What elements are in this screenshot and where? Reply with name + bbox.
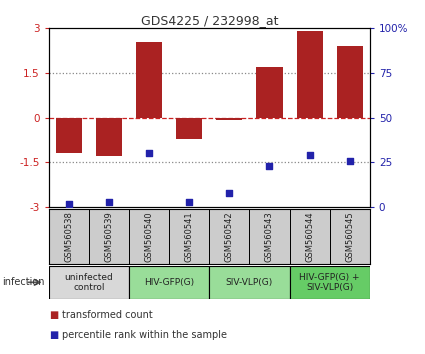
Text: HIV-GFP(G): HIV-GFP(G)	[144, 278, 194, 287]
Text: GSM560543: GSM560543	[265, 211, 274, 262]
Bar	[330, 209, 370, 264]
Bar	[49, 266, 129, 299]
Text: GSM560539: GSM560539	[105, 211, 113, 262]
Text: percentile rank within the sample: percentile rank within the sample	[62, 330, 227, 339]
Text: uninfected
control: uninfected control	[65, 273, 113, 292]
Bar	[209, 209, 249, 264]
Point	[266, 163, 273, 169]
Text: ■: ■	[49, 330, 58, 339]
Bar	[289, 266, 370, 299]
Bar	[337, 46, 363, 118]
Text: transformed count: transformed count	[62, 310, 153, 320]
Bar	[136, 42, 162, 118]
Bar	[89, 209, 129, 264]
Bar	[129, 209, 169, 264]
Text: GSM560538: GSM560538	[65, 211, 74, 262]
Bar	[169, 209, 209, 264]
Point	[146, 151, 153, 156]
Point	[306, 153, 313, 158]
Bar	[209, 266, 289, 299]
Point	[65, 201, 72, 206]
Point	[346, 158, 353, 164]
Point	[226, 190, 233, 196]
Bar	[249, 209, 289, 264]
Bar	[297, 31, 323, 118]
Bar	[176, 118, 202, 138]
Title: GDS4225 / 232998_at: GDS4225 / 232998_at	[141, 14, 278, 27]
Bar	[56, 118, 82, 154]
Text: GSM560540: GSM560540	[144, 211, 154, 262]
Text: SIV-VLP(G): SIV-VLP(G)	[226, 278, 273, 287]
Bar	[289, 209, 330, 264]
Text: GSM560545: GSM560545	[345, 211, 354, 262]
Bar	[96, 118, 122, 156]
Bar	[216, 118, 242, 120]
Point	[106, 199, 113, 205]
Text: GSM560542: GSM560542	[225, 211, 234, 262]
Text: HIV-GFP(G) +
SIV-VLP(G): HIV-GFP(G) + SIV-VLP(G)	[299, 273, 360, 292]
Text: GSM560544: GSM560544	[305, 211, 314, 262]
Text: infection: infection	[2, 277, 45, 287]
Point	[186, 199, 193, 205]
Text: GSM560541: GSM560541	[185, 211, 194, 262]
Text: ■: ■	[49, 310, 58, 320]
Bar	[256, 67, 283, 118]
Bar	[129, 266, 209, 299]
Bar	[49, 209, 89, 264]
